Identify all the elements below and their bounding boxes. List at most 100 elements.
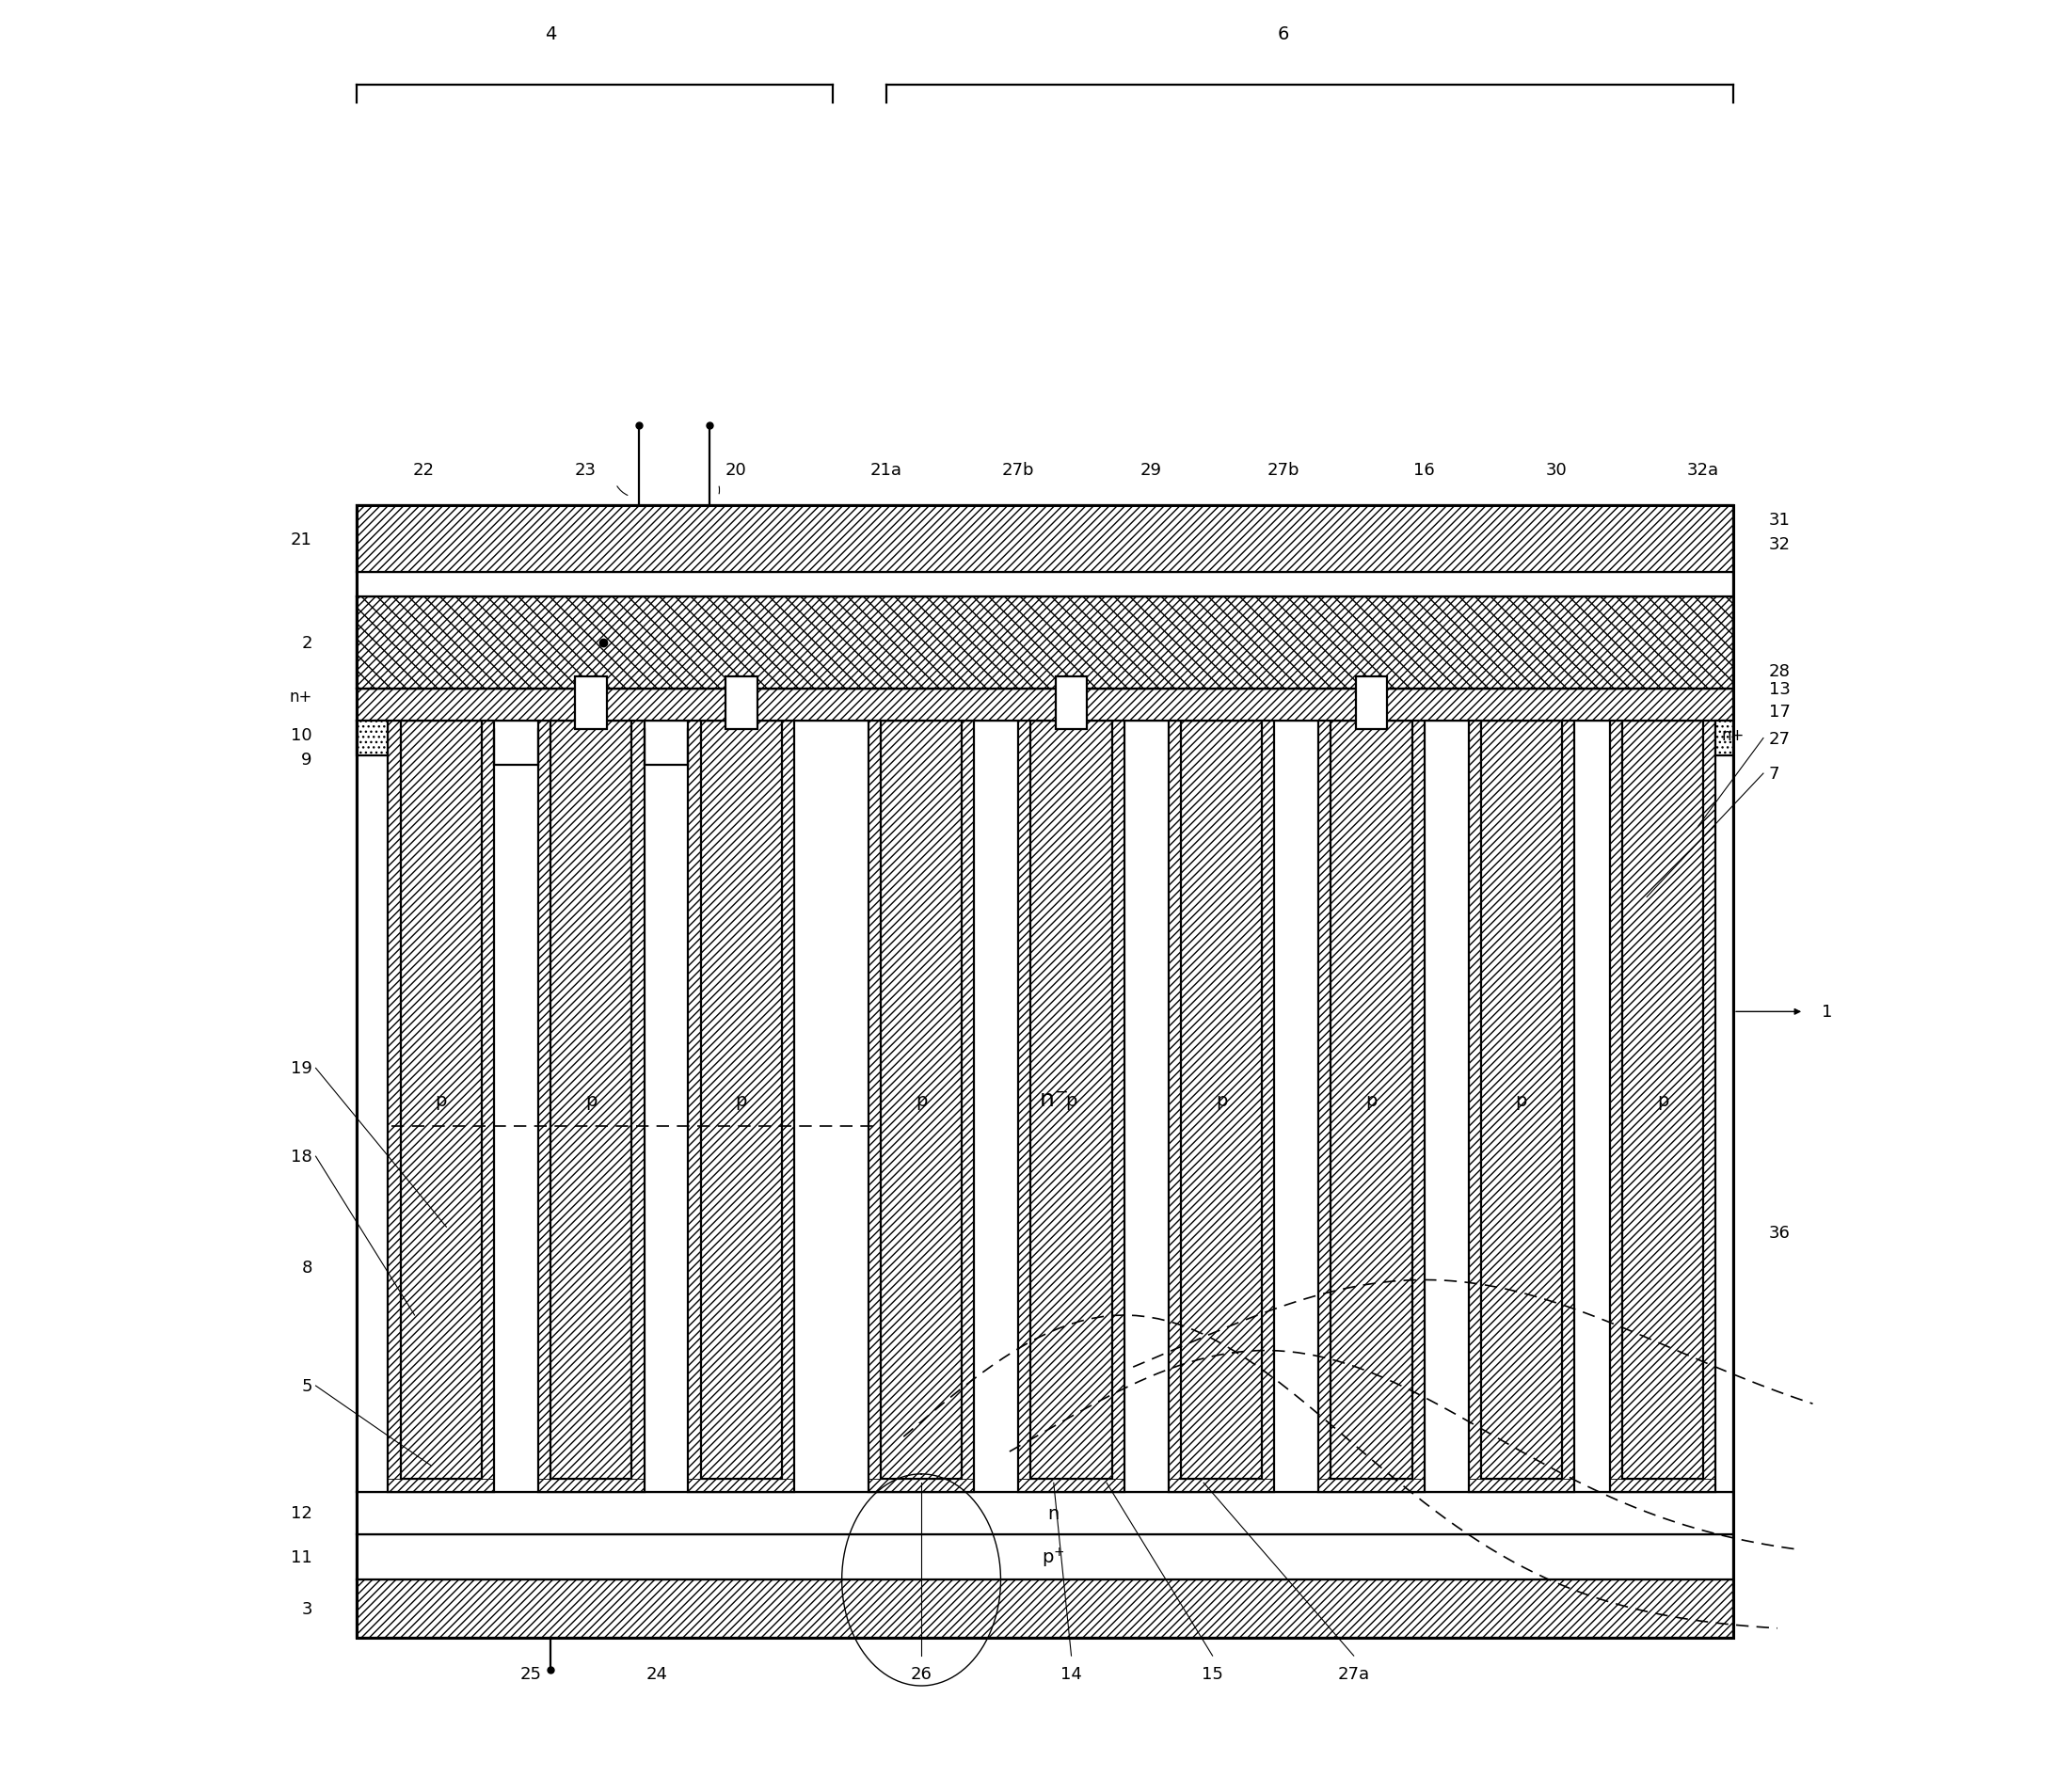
Bar xyxy=(868,721,974,1491)
Bar xyxy=(1055,677,1088,730)
Bar xyxy=(1169,721,1274,1491)
Text: 9: 9 xyxy=(300,752,313,768)
Bar xyxy=(356,572,1734,597)
Bar xyxy=(868,1480,974,1491)
Bar xyxy=(551,721,632,1480)
Bar xyxy=(700,721,781,1480)
Bar xyxy=(481,721,493,1491)
Bar xyxy=(356,597,1734,689)
Bar xyxy=(1610,1480,1716,1491)
Text: n: n xyxy=(1048,1503,1059,1521)
Text: p: p xyxy=(1065,1091,1077,1109)
Bar xyxy=(781,721,794,1491)
Text: 1: 1 xyxy=(1821,1004,1832,1020)
Text: 29: 29 xyxy=(1140,462,1162,480)
Text: 16: 16 xyxy=(1413,462,1436,480)
Text: n$^{-}$: n$^{-}$ xyxy=(1038,1089,1069,1111)
Bar xyxy=(539,721,644,1491)
Text: 12: 12 xyxy=(290,1505,313,1521)
Text: p: p xyxy=(435,1091,448,1109)
Bar xyxy=(1169,721,1274,1491)
Text: 4: 4 xyxy=(545,25,557,44)
Text: 27b: 27b xyxy=(1003,462,1034,480)
Bar xyxy=(400,721,481,1480)
Text: 11: 11 xyxy=(290,1548,313,1566)
Text: 31: 31 xyxy=(1769,512,1790,528)
Text: p: p xyxy=(916,1091,926,1109)
Text: 17: 17 xyxy=(1769,704,1790,720)
Bar xyxy=(356,1534,1734,1580)
Bar xyxy=(1469,721,1575,1491)
Bar xyxy=(725,677,756,730)
Bar xyxy=(961,721,974,1491)
Bar xyxy=(632,721,644,1491)
Text: 21: 21 xyxy=(290,531,313,547)
Bar xyxy=(1113,721,1125,1491)
Bar xyxy=(1469,1480,1575,1491)
Bar xyxy=(1181,721,1262,1480)
Bar xyxy=(356,1580,1734,1638)
Text: 24: 24 xyxy=(646,1665,667,1681)
Text: 10: 10 xyxy=(290,727,313,743)
Text: n+: n+ xyxy=(1722,727,1745,743)
Bar xyxy=(1169,721,1181,1491)
Bar xyxy=(1169,1480,1274,1491)
Bar xyxy=(576,677,607,730)
Bar xyxy=(387,721,493,1491)
Text: 30: 30 xyxy=(1546,462,1569,480)
Text: 27: 27 xyxy=(1769,730,1790,746)
Bar xyxy=(1318,721,1330,1491)
Text: n+: n+ xyxy=(290,688,313,705)
Bar xyxy=(1330,721,1411,1480)
Text: 27b: 27b xyxy=(1266,462,1299,480)
Bar xyxy=(356,1491,1734,1534)
Bar xyxy=(1411,721,1423,1491)
Bar xyxy=(1469,721,1575,1491)
Bar xyxy=(868,721,974,1491)
Bar xyxy=(356,689,1734,721)
Text: 32a: 32a xyxy=(1687,462,1720,480)
Text: 2: 2 xyxy=(300,634,313,652)
Bar xyxy=(387,721,493,1491)
Text: 22: 22 xyxy=(412,462,435,480)
Text: 18: 18 xyxy=(290,1148,313,1166)
Bar xyxy=(881,721,961,1480)
Bar xyxy=(1055,681,1088,721)
Text: 5: 5 xyxy=(300,1377,313,1395)
Bar xyxy=(387,1480,493,1491)
Text: p: p xyxy=(584,1091,597,1109)
Bar xyxy=(1610,721,1716,1491)
Bar xyxy=(688,1480,794,1491)
Bar xyxy=(688,721,794,1491)
Text: p: p xyxy=(1216,1091,1227,1109)
Text: 26: 26 xyxy=(910,1665,932,1681)
Bar xyxy=(1610,721,1622,1491)
Bar xyxy=(1481,721,1562,1480)
Bar xyxy=(1703,721,1716,1491)
Bar xyxy=(1610,721,1716,1491)
Text: 7: 7 xyxy=(1769,766,1780,782)
Bar xyxy=(539,1480,644,1491)
Bar xyxy=(1318,1480,1423,1491)
Bar xyxy=(1017,721,1030,1491)
Text: 32: 32 xyxy=(1769,537,1790,553)
Bar xyxy=(688,721,794,1491)
Text: 19: 19 xyxy=(290,1059,313,1077)
Text: p: p xyxy=(736,1091,748,1109)
Text: 25: 25 xyxy=(520,1665,541,1681)
Bar xyxy=(539,721,644,1491)
Text: 23: 23 xyxy=(576,462,597,480)
Bar xyxy=(1355,681,1388,721)
Text: p: p xyxy=(1365,1091,1378,1109)
Bar xyxy=(356,721,1734,1491)
Text: 3: 3 xyxy=(300,1601,313,1617)
Bar xyxy=(576,681,607,721)
Text: 28: 28 xyxy=(1769,663,1790,681)
Bar xyxy=(1355,677,1388,730)
Text: 20: 20 xyxy=(725,462,746,480)
Bar xyxy=(1318,721,1423,1491)
Bar xyxy=(1562,721,1575,1491)
Bar xyxy=(356,721,387,757)
Text: 36: 36 xyxy=(1769,1224,1790,1240)
Text: 15: 15 xyxy=(1202,1665,1222,1681)
